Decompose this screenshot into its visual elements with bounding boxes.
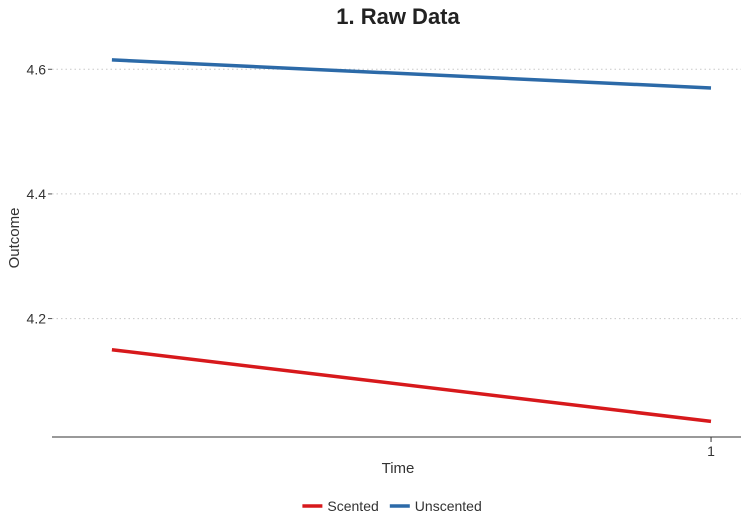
x-axis-ticks: 1: [707, 437, 715, 459]
y-tick-label: 4.2: [27, 311, 47, 327]
series-line-scented: [111, 347, 712, 424]
y-tick-label: 4.4: [27, 186, 47, 202]
x-tick-label: 1: [707, 443, 715, 459]
x-axis-label: Time: [382, 460, 415, 477]
y-axis-label: Outcome: [6, 208, 23, 269]
y-tick-label: 4.6: [27, 61, 47, 77]
legend-label-unscented: Unscented: [415, 498, 482, 514]
gridlines: [52, 68, 741, 320]
series-line-unscented: [111, 58, 712, 90]
series-lines: [111, 58, 712, 424]
y-axis-ticks: 4.2 4.4 4.6: [27, 61, 52, 327]
legend: Scented Unscented: [302, 498, 482, 514]
legend-label-scented: Scented: [327, 498, 378, 514]
chart-title: 1. Raw Data: [336, 4, 460, 29]
